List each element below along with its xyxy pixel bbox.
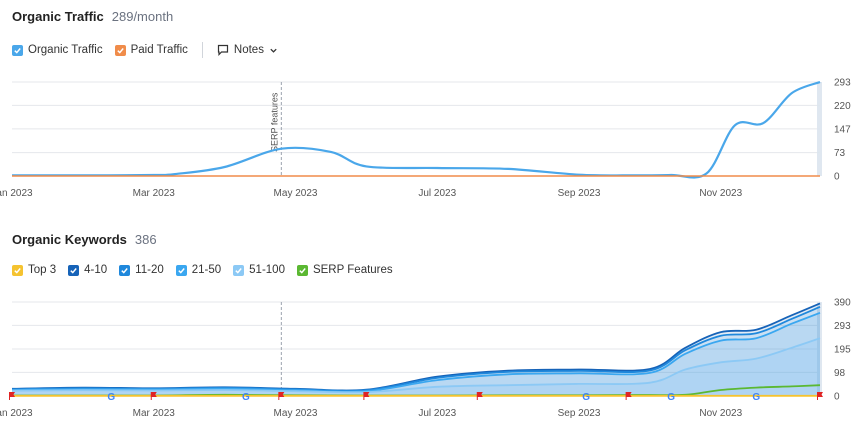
traffic-x-tick-label: Mar 2023 [133,188,176,199]
keywords-x-tick-label: May 2023 [274,408,318,419]
checkbox-checked-icon[interactable] [12,44,23,56]
series-51-100-line [11,337,821,394]
traffic-x-tick-label: May 2023 [274,188,318,199]
traffic-header: Organic Traffic 289/month [12,9,173,29]
traffic-y-tick-label: 220 [834,101,851,112]
traffic-x-tick-label: Jul 2023 [418,188,456,199]
legend-label: 11-20 [135,264,164,276]
flag-icon [363,392,370,400]
traffic-end-marker [817,82,822,176]
checkbox-checked-icon[interactable] [175,264,187,276]
legend-paid-traffic[interactable]: Paid Traffic [114,44,188,56]
keywords-x-tick-label: Nov 2023 [699,408,742,419]
google-icon: G [752,392,760,403]
traffic-x-tick-label: Sep 2023 [558,188,601,199]
series-21-50-line [11,311,821,393]
keywords-x-tick-label: Jul 2023 [418,408,456,419]
notes-dropdown[interactable]: Notes [217,44,278,56]
series-4-10-area [12,303,820,396]
legend-organic-traffic[interactable]: Organic Traffic [12,44,103,56]
flag-icon [817,392,823,400]
legend-label: SERP Features [312,264,393,276]
traffic-x-tick-label: Nov 2023 [699,188,742,199]
note-icon [217,44,229,56]
serp-features-annotation: SERP features [269,92,279,152]
keywords-y-tick-label: 195 [834,345,851,356]
traffic-y-tick-label: 0 [834,172,840,183]
checkbox-checked-icon[interactable] [114,44,126,56]
legend-label: 21-50 [191,264,222,276]
keywords-y-tick-label: 0 [834,392,840,403]
checkbox-checked-icon[interactable] [12,264,23,276]
traffic-value: 289/month [111,9,174,24]
traffic-legend: Organic Traffic Paid Traffic Notes [12,42,278,58]
traffic-x-tick-label: Jan 2023 [0,188,33,199]
series-organic-traffic-line [11,80,821,179]
legend-label: Organic Traffic [28,44,103,56]
legend-top-3[interactable]: Top 3 [12,264,56,276]
notes-label: Notes [233,44,264,56]
keywords-y-tick-label: 293 [834,321,851,332]
keywords-legend: Top 3 4-10 11-20 21-50 51-100 SERP Featu… [12,264,393,276]
series-21-50-area [12,312,820,396]
traffic-y-tick-label: 147 [834,124,851,135]
legend-label: Top 3 [28,264,57,276]
checkbox-checked-icon[interactable] [68,264,80,276]
legend-4-10[interactable]: 4-10 [68,264,107,276]
keywords-x-tick-label: Jan 2023 [0,408,33,419]
google-icon: G [582,392,590,403]
keywords-y-tick-label: 98 [834,368,846,379]
keywords-value: 386 [134,232,157,247]
traffic-y-tick-label: 293 [834,78,851,89]
keywords-x-tick-label: Sep 2023 [558,408,601,419]
legend-serp-features[interactable]: SERP Features [296,264,393,276]
chevron-down-icon [270,48,277,53]
flag-icon [278,392,285,400]
keywords-header: Organic Keywords 386 [12,232,157,252]
google-icon: G [242,392,250,403]
legend-divider [201,42,203,58]
legend-21-50[interactable]: 21-50 [175,264,222,276]
keywords-y-tick-label: 390 [834,298,851,309]
traffic-y-tick-label: 73 [834,148,846,159]
flag-icon [625,392,632,400]
keywords-title: Organic Keywords [12,232,127,247]
legend-label: 51-100 [249,264,285,276]
legend-11-20[interactable]: 11-20 [119,264,164,276]
google-icon: G [107,392,115,403]
google-icon: G [667,392,675,403]
legend-label: 4-10 [84,264,108,276]
flag-icon [9,392,15,400]
legend-label: Paid Traffic [130,44,188,56]
legend-51-100[interactable]: 51-100 [233,264,285,276]
flag-icon [150,392,157,400]
keywords-end-marker [817,302,822,396]
checkbox-checked-icon[interactable] [119,264,131,276]
keywords-x-tick-label: Mar 2023 [133,408,176,419]
flag-icon [476,392,483,400]
traffic-title: Organic Traffic [12,9,104,24]
checkbox-checked-icon[interactable] [296,264,308,276]
checkbox-checked-icon[interactable] [233,264,245,276]
